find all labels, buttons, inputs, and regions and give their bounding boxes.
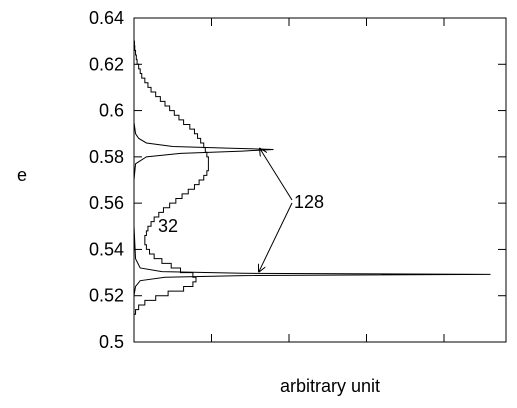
y-tick-label: 0.58: [89, 147, 124, 167]
y-tick-label: 0.52: [89, 286, 124, 306]
annotation-32: 32: [158, 216, 178, 236]
arrow-128-lower: [259, 202, 293, 271]
y-tick-label: 0.5: [99, 332, 124, 352]
arrow-128-upper: [260, 149, 293, 201]
y-axis-label: e: [17, 165, 27, 185]
y-tick-label: 0.6: [99, 101, 124, 121]
y-tick-label: 0.62: [89, 54, 124, 74]
y-tick-label: 0.64: [89, 8, 124, 28]
x-axis-label: arbitrary unit: [280, 376, 380, 396]
series-32-step-line: [133, 36, 209, 315]
plot-frame: [133, 17, 507, 343]
y-tick-label: 0.54: [89, 239, 124, 259]
y-tick-label: 0.56: [89, 193, 124, 213]
annotation-128: 128: [294, 192, 324, 212]
series-128-line: [133, 87, 491, 319]
